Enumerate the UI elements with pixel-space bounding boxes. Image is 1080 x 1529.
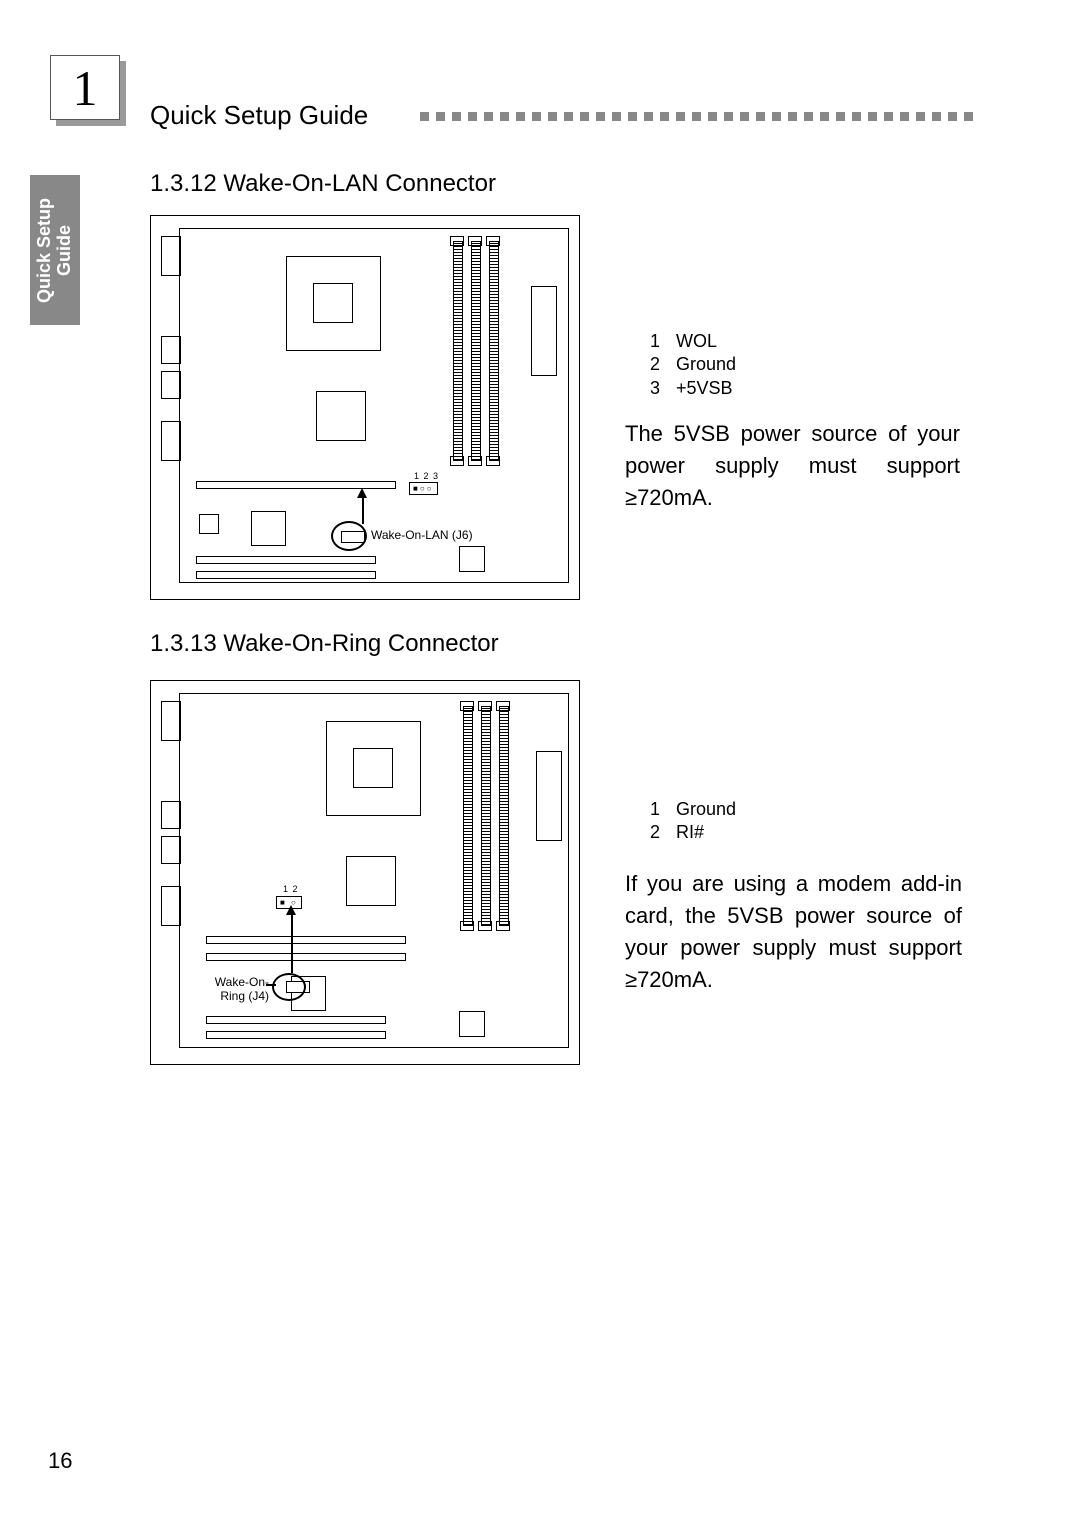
pin-numbers-j6: 1 2 3 (414, 471, 439, 481)
pin-list-1: 1WOL 2Ground 3+5VSB (650, 330, 736, 400)
pin-row: 2RI# (650, 821, 736, 844)
body-text-1: The 5VSB power source of your power supp… (625, 418, 960, 514)
pin-row: 1Ground (650, 798, 736, 821)
pin-list-2: 1Ground 2RI# (650, 798, 736, 845)
pin-row: 1WOL (650, 330, 736, 353)
diagram-wake-on-ring: 1 2 ■ ○ Wake-On- Ring (J4) (150, 680, 580, 1065)
section-heading-2: 1.3.13 Wake-On-Ring Connector (150, 630, 499, 658)
pin-row: 2Ground (650, 353, 736, 376)
chapter-number: 1 (73, 59, 98, 117)
body-text-2: If you are using a modem add-in card, th… (625, 868, 962, 996)
pin-row: 3+5VSB (650, 377, 736, 400)
diagram-wake-on-lan: 1 2 3 ■○○ Wake-On-LAN (J6) (150, 215, 580, 600)
section-heading-1: 1.3.12 Wake-On-LAN Connector (150, 170, 496, 198)
side-tab: Quick Setup Guide (30, 175, 80, 325)
diagram-label-j4: Wake-On- Ring (J4) (187, 975, 269, 1003)
page-number: 16 (48, 1448, 72, 1474)
dotted-rule (420, 112, 980, 122)
chapter-title: Quick Setup Guide (150, 100, 368, 131)
diagram-label-j6: Wake-On-LAN (J6) (371, 528, 473, 542)
pin-numbers-j4: 1 2 (283, 884, 299, 894)
chapter-number-box: 1 (50, 55, 120, 120)
side-tab-text: Quick Setup Guide (35, 175, 75, 325)
